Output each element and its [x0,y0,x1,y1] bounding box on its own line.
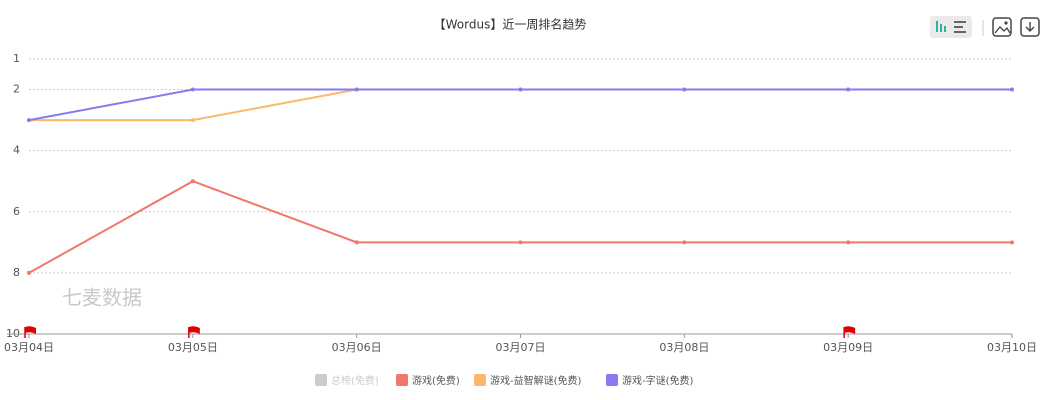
point [682,240,687,245]
series-line [28,88,1012,122]
legend-swatch [474,374,486,386]
flag-cloth [25,326,36,334]
point [27,270,31,275]
point [354,87,359,92]
y-tick-label: 6 [13,205,20,218]
point [354,240,359,245]
legend-item[interactable]: 游戏-益智解谜(免费) [474,374,582,387]
flag-cloth [844,326,856,334]
point [518,240,523,245]
x-tick-label: 03月08日 [659,341,709,354]
x-tick-label: 03月04日 [4,341,54,354]
legend-label: 总榜(免费) [331,374,379,387]
series-line [29,88,1012,122]
legend-label: 游戏(免费) [412,374,460,387]
point [518,87,523,92]
y-tick-label: 2 [13,83,20,96]
save-image[interactable] [992,17,1012,37]
x-tick-label: 03月05日 [168,341,218,354]
series-line [28,180,1012,274]
flag [24,326,36,338]
x-tick-label: 03月06日 [332,341,382,354]
point [190,87,195,92]
legend-swatch [606,374,618,386]
flag-cloth [188,326,200,334]
legend-swatch [315,374,327,386]
x-tick-label: 03月10日 [987,341,1037,354]
legend-item[interactable]: 总榜(免费) [315,374,379,387]
y-tick-label: 1 [13,52,20,65]
toolbar [930,16,1040,38]
legend-swatch [396,374,408,386]
point [682,87,687,92]
point [190,179,195,184]
point [846,240,851,245]
point [846,87,851,92]
x-tick-label: 03月09日 [823,341,873,354]
legend-item[interactable]: 游戏(免费) [396,374,460,387]
download[interactable] [1020,17,1040,37]
y-tick-label: 4 [13,144,20,157]
point [190,118,195,123]
flag [843,326,856,338]
flag [188,326,200,338]
legend-label: 游戏-益智解谜(免费) [490,374,582,387]
x-tick-label: 03月07日 [496,341,546,354]
chart-title: 【Wordus】近一周排名趋势 [434,17,587,32]
point [1010,240,1014,245]
y-tick-label: 8 [13,266,20,279]
legend-label: 游戏-字谜(免费) [622,374,694,387]
legend-item[interactable]: 游戏-字谜(免费) [606,374,694,387]
point [27,118,31,123]
point [1010,87,1014,92]
watermark: 七麦数据 [62,286,142,310]
